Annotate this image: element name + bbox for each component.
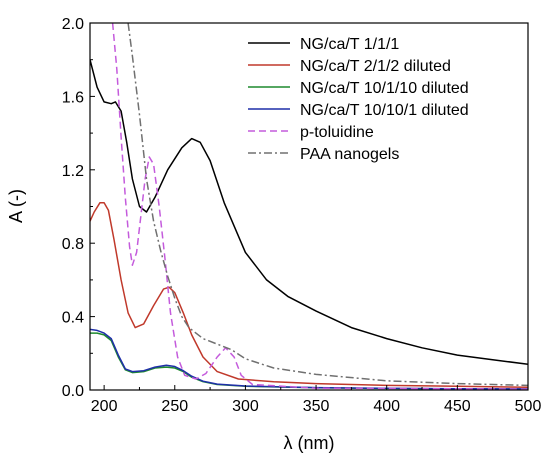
y-tick-label: 1.2	[62, 163, 84, 180]
series-line-4	[90, 328, 528, 390]
series-line-1	[90, 59, 528, 366]
y-tick-label: 0.0	[62, 383, 84, 400]
y-axis-title: A (-)	[6, 189, 26, 223]
legend-label-6: PAA nanogels	[300, 146, 399, 163]
y-tick-label: 2.0	[62, 16, 84, 33]
y-tick-label: 1.6	[62, 89, 84, 106]
series-layer	[90, 23, 528, 390]
y-tick-label: 0.8	[62, 236, 84, 253]
series-line-5	[111, 23, 528, 390]
x-tick-label: 350	[303, 398, 330, 415]
legend-label-2: NG/ca/T 2/1/2 diluted	[300, 58, 451, 75]
legend-label-5: p-toluidine	[300, 124, 374, 141]
series-line-3	[90, 332, 528, 390]
legend: NG/ca/T 1/1/1 NG/ca/T 2/1/2 diluted NG/ca/…	[248, 36, 469, 163]
x-tick-label: 400	[373, 398, 400, 415]
x-tick-label: 500	[515, 398, 542, 415]
tick-layer: 200 250 300 350 400 450 500 0.0 0.4 0.8 1.2 1.6 2.0	[62, 16, 542, 415]
y-tick-label: 0.4	[62, 310, 84, 327]
plot-frame	[89, 22, 529, 391]
x-tick-label: 300	[232, 398, 259, 415]
x-axis-title: λ (nm)	[284, 433, 335, 453]
x-tick-label: 450	[444, 398, 471, 415]
series-line-6	[127, 23, 528, 387]
legend-label-1: NG/ca/T 1/1/1	[300, 36, 399, 53]
series-line-2	[90, 202, 528, 388]
legend-label-4: NG/ca/T 10/10/1 diluted	[300, 102, 469, 119]
x-tick-label: 250	[161, 398, 188, 415]
x-tick-label: 200	[91, 398, 118, 415]
legend-label-3: NG/ca/T 10/1/10 diluted	[300, 80, 469, 97]
